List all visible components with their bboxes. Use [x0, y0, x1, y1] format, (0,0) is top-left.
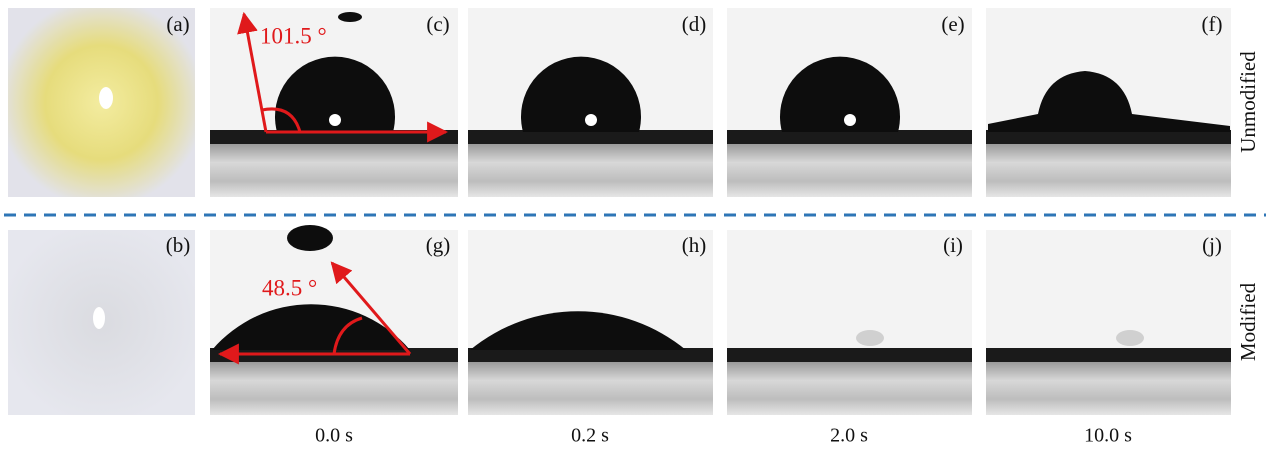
time-label: 0.2 s [571, 425, 609, 447]
highlight [844, 114, 856, 126]
substrate [986, 362, 1231, 415]
substrate-line [727, 130, 972, 144]
page: {"panel_labels": ["(a)", "(b)", "(c)", "… [0, 0, 1266, 449]
substrate-line [986, 130, 1231, 144]
photo-row-top [210, 8, 1231, 197]
panel-label: (d) [682, 12, 707, 36]
row-label: Unmodified [1236, 51, 1260, 153]
time-label: 10.0 s [1084, 425, 1132, 447]
falling-drop [287, 225, 333, 251]
panel-label: (f) [1202, 12, 1223, 36]
highlight [329, 114, 341, 126]
time-label: 2.0 s [830, 425, 868, 447]
panel-label: (c) [426, 12, 449, 36]
substrate [210, 362, 458, 415]
panel-label: (i) [943, 233, 963, 257]
panel-label: (g) [426, 233, 451, 257]
substrate [210, 144, 458, 197]
row-label: Modified [1236, 282, 1260, 361]
substrate [468, 144, 713, 197]
highlight [93, 307, 105, 329]
substrate-line [986, 348, 1231, 362]
figure: 101.5 ° 48.5 ° (a) (b) (c) (d) (e) (f) (… [0, 0, 1266, 449]
substrate-line [727, 348, 972, 362]
panel-label: (e) [941, 12, 964, 36]
highlight [99, 87, 113, 109]
panel-label: (b) [166, 233, 191, 257]
contact-angle: 48.5 ° [262, 275, 317, 300]
substrate [727, 362, 972, 415]
contact-angle: 101.5 ° [260, 23, 327, 48]
substrate-line [468, 348, 713, 362]
highlight [585, 114, 597, 126]
panel-label: (h) [682, 233, 707, 257]
residue [856, 330, 884, 346]
substrate [468, 362, 713, 415]
panel-label: (a) [166, 12, 189, 36]
substrate-line [468, 130, 713, 144]
panel-label: (j) [1202, 233, 1222, 257]
residue [1116, 330, 1144, 346]
falling-drop [338, 12, 362, 22]
photo-row-bottom [210, 225, 1231, 415]
substrate [986, 144, 1231, 197]
substrate [727, 144, 972, 197]
time-label: 0.0 s [315, 425, 353, 447]
